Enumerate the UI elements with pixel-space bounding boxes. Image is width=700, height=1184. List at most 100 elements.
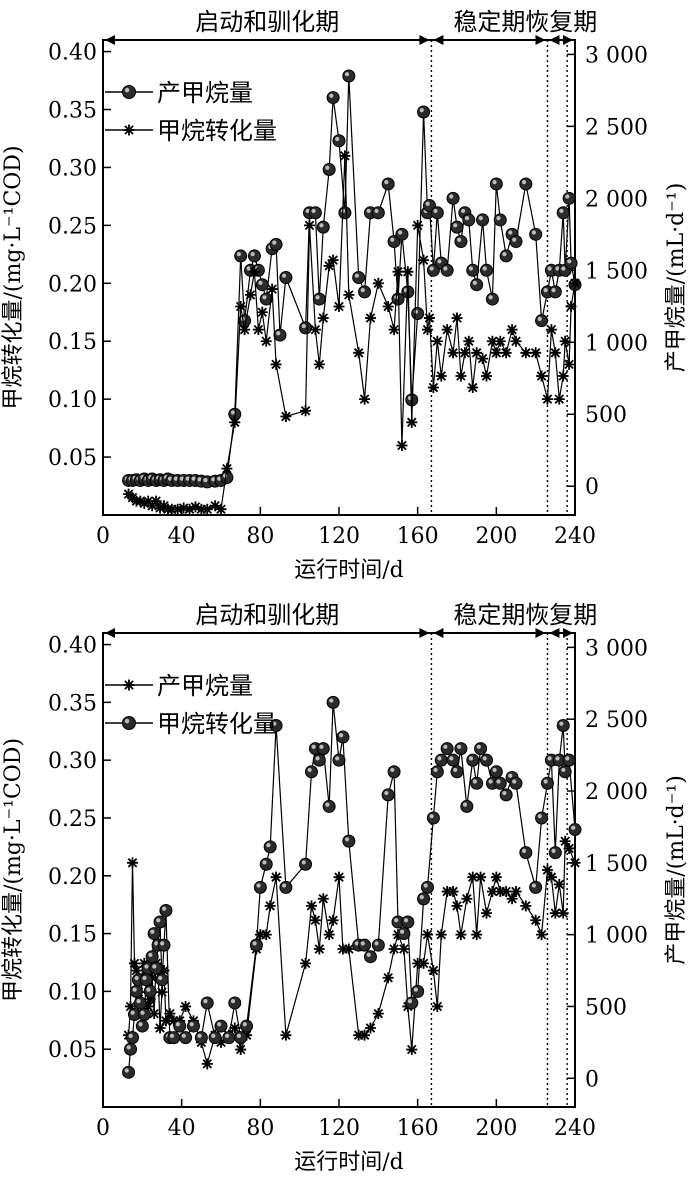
data-point <box>564 256 578 270</box>
data-point <box>529 227 543 241</box>
data-point-highlight <box>217 1022 222 1027</box>
data-point <box>215 503 227 515</box>
data-point <box>337 943 349 955</box>
data-point <box>179 1031 193 1045</box>
phase-arrow-head-right <box>419 628 430 638</box>
data-point <box>519 846 533 860</box>
data-point <box>342 834 356 848</box>
phase-arrow-head-right <box>419 35 430 45</box>
data-point-highlight <box>236 252 241 257</box>
data-point-highlight <box>547 266 552 271</box>
data-point-highlight <box>311 744 316 749</box>
data-point <box>388 943 400 955</box>
data-point <box>184 503 196 515</box>
y-right-tick-label: 1 000 <box>585 331 648 356</box>
data-point <box>260 929 272 941</box>
data-point-highlight <box>128 1033 133 1038</box>
data-point <box>180 1000 192 1012</box>
y-right-tick-label: 2 000 <box>585 780 648 805</box>
data-point-highlight <box>403 918 409 923</box>
data-point-highlight <box>242 1022 247 1027</box>
data-point <box>545 871 557 883</box>
data-point <box>229 416 241 428</box>
data-point-highlight <box>319 223 324 228</box>
data-point <box>167 1031 181 1045</box>
data-point-highlight <box>502 790 507 796</box>
y-left-tick-label: 0.20 <box>48 272 97 297</box>
data-point <box>154 1022 166 1034</box>
data-point-highlight <box>272 721 277 726</box>
data-point-highlight <box>266 842 271 848</box>
data-point-highlight <box>547 756 552 761</box>
data-point <box>530 914 542 926</box>
data-point-highlight <box>148 952 153 958</box>
phase-arrow-head-left <box>549 628 560 638</box>
data-point <box>157 938 171 952</box>
data-point <box>128 957 140 969</box>
data-point-highlight <box>335 756 340 761</box>
data-point <box>557 907 569 919</box>
data-point <box>422 929 433 941</box>
data-point <box>147 927 161 941</box>
data-point <box>135 1019 149 1033</box>
data-point <box>553 393 565 405</box>
data-point-highlight <box>134 975 139 981</box>
chart-panel-2: 0 40 80 120 160 200 240 0.05 0.10 0.15 0.20 0.25 0.3… <box>1 601 689 1175</box>
data-point <box>322 799 336 813</box>
data-point-highlight <box>250 252 255 257</box>
data-point <box>562 753 576 767</box>
data-point <box>327 254 339 266</box>
data-point <box>148 1008 160 1020</box>
data-point <box>387 765 401 779</box>
data-point <box>459 347 471 359</box>
data-point <box>235 1044 247 1056</box>
data-point <box>264 900 276 912</box>
data-point-highlight <box>319 744 324 749</box>
data-point <box>270 871 282 883</box>
data-point-highlight <box>457 744 462 749</box>
y-left-axis-title: 甲烷转化量/(mg·L⁻¹COD) <box>1 145 26 409</box>
y-left-tick-label: 0.35 <box>48 99 97 124</box>
data-point <box>471 929 483 941</box>
data-point <box>222 1031 236 1045</box>
data-point <box>166 503 178 515</box>
data-point <box>146 500 158 512</box>
data-point-highlight <box>449 194 454 199</box>
data-point-highlight <box>173 476 179 481</box>
data-point <box>300 405 312 417</box>
data-point <box>234 1031 248 1045</box>
data-point <box>494 335 506 347</box>
data-point-highlight <box>197 1033 202 1038</box>
data-point <box>411 984 425 998</box>
data-point <box>460 799 474 813</box>
data-point-highlight <box>124 1068 129 1073</box>
y-left-tick-label: 0.05 <box>48 446 97 471</box>
data-point-highlight <box>565 194 570 199</box>
data-point-highlight <box>407 999 413 1004</box>
data-point <box>130 965 142 977</box>
data-point-highlight <box>478 216 483 221</box>
data-point <box>134 495 146 507</box>
data-point <box>312 753 326 767</box>
data-point-highlight <box>282 273 287 278</box>
data-point <box>401 915 415 929</box>
data-point-highlight <box>384 790 389 796</box>
y-right-axis-title: 产甲烷量/(mL·d⁻¹) <box>664 183 689 373</box>
y-right-tick-label: 500 <box>585 995 627 1020</box>
data-point-highlight <box>305 208 310 214</box>
data-point-highlight <box>230 999 236 1004</box>
y-right-tick-label: 1 000 <box>585 924 648 949</box>
data-point <box>455 929 467 941</box>
data-point <box>173 1019 187 1033</box>
data-point <box>500 347 512 359</box>
data-point <box>447 347 459 359</box>
data-point-highlight <box>492 180 497 185</box>
data-point-highlight <box>276 331 281 336</box>
x-tick-label: 200 <box>475 1116 517 1141</box>
data-point-highlight <box>394 918 399 923</box>
data-point <box>260 335 272 347</box>
x-tick-label: 240 <box>554 524 596 549</box>
data-point <box>309 914 321 926</box>
data-point <box>279 880 293 894</box>
